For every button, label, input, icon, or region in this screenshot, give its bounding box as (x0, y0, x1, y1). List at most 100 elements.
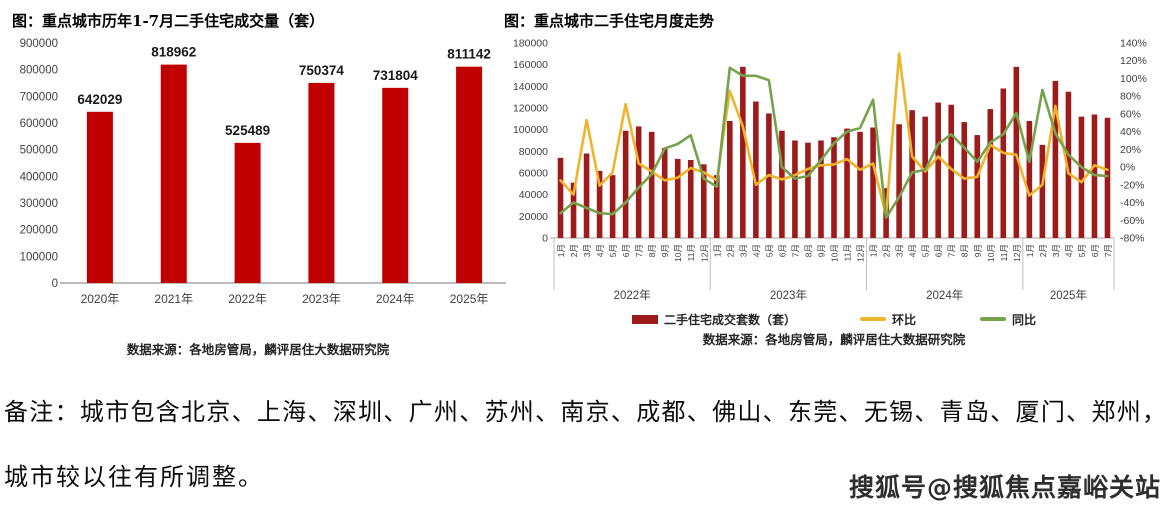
legend-label-mom: 环比 (891, 312, 916, 327)
svg-text:5月: 5月 (608, 244, 618, 257)
svg-text:2024年: 2024年 (926, 288, 963, 302)
right-chart-plot: 0 20000 40000 60000 80000 100000 120000 140000 1… (513, 38, 1147, 303)
left-chart-title: 图：重点城市历年1-7月二手住宅成交量（套） (12, 12, 325, 30)
svg-text:800000: 800000 (20, 65, 58, 77)
svg-text:3月: 3月 (582, 244, 592, 257)
svg-text:80%: 80% (1120, 91, 1141, 103)
svg-text:642029: 642029 (77, 92, 122, 107)
right-chart-legend: 二手住宅成交套数（套） 环比 同比 (500, 311, 1168, 327)
svg-text:-60%: -60% (1120, 215, 1145, 227)
svg-text:9月: 9月 (816, 244, 826, 257)
svg-text:300000: 300000 (20, 198, 58, 210)
svg-text:1月: 1月 (869, 244, 879, 257)
svg-text:750374: 750374 (299, 63, 345, 78)
legend-label-bars: 二手住宅成交套数（套） (663, 312, 796, 327)
watermark: 搜狐号@搜狐焦点嘉峪关站 (848, 473, 1161, 502)
yoy-line-swatch (980, 317, 1006, 321)
svg-text:9月: 9月 (660, 244, 670, 257)
svg-text:500000: 500000 (20, 145, 58, 157)
svg-text:4月: 4月 (595, 244, 605, 257)
svg-text:12月: 12月 (699, 244, 709, 262)
svg-text:6月: 6月 (621, 244, 631, 257)
svg-text:100000: 100000 (20, 251, 58, 263)
svg-text:1月: 1月 (1025, 244, 1035, 257)
monthly-combo-chart: 图：重点城市二手住宅月度走势 0 20000 40000 60000 80000 1000… (500, 6, 1168, 348)
right-chart-source: 数据来源：各地房管局，麟评居住大数据研究院 (702, 332, 966, 347)
svg-text:525489: 525489 (225, 123, 270, 138)
svg-text:5月: 5月 (1077, 244, 1087, 257)
svg-text:2022年: 2022年 (228, 292, 267, 306)
svg-text:5月: 5月 (921, 244, 931, 257)
svg-text:10月: 10月 (986, 244, 996, 262)
svg-text:11月: 11月 (686, 244, 696, 261)
svg-text:9月: 9月 (973, 244, 983, 257)
svg-text:7月: 7月 (790, 244, 800, 257)
footnote: 备注：城市包含北京、上海、深圳、广州、苏州、南京、成都、佛山、东莞、无锡、青岛、… (4, 392, 1167, 492)
svg-text:20000: 20000 (519, 211, 548, 223)
svg-text:8月: 8月 (647, 244, 657, 257)
svg-text:7月: 7月 (1103, 244, 1113, 257)
svg-text:12月: 12月 (1012, 244, 1022, 262)
legend-item-mom: 环比 (859, 311, 916, 328)
svg-text:2023年: 2023年 (770, 288, 807, 302)
svg-text:80000: 80000 (519, 146, 548, 158)
svg-text:2月: 2月 (569, 244, 579, 257)
svg-text:6月: 6月 (1090, 244, 1100, 257)
svg-text:2023年: 2023年 (302, 292, 341, 306)
bar-series-swatch (631, 314, 658, 324)
svg-text:10月: 10月 (673, 244, 683, 262)
svg-text:731804: 731804 (373, 68, 419, 83)
svg-text:1月: 1月 (712, 244, 722, 257)
footnote-line1: 备注：城市包含北京、上海、深圳、广州、苏州、南京、成都、佛山、东莞、无锡、青岛、… (4, 398, 1167, 426)
svg-text:180000: 180000 (513, 38, 548, 50)
svg-text:40%: 40% (1120, 126, 1141, 138)
svg-text:4月: 4月 (751, 244, 761, 257)
svg-text:160000: 160000 (513, 59, 548, 71)
svg-text:3月: 3月 (738, 244, 748, 257)
svg-text:60%: 60% (1120, 108, 1141, 120)
svg-text:120000: 120000 (513, 103, 548, 115)
svg-text:20%: 20% (1120, 144, 1141, 156)
svg-text:140000: 140000 (513, 81, 548, 93)
svg-text:2021年: 2021年 (154, 292, 193, 306)
legend-item-yoy: 同比 (980, 311, 1036, 328)
svg-text:100%: 100% (1120, 73, 1147, 85)
svg-text:700000: 700000 (20, 91, 58, 103)
svg-text:2025年: 2025年 (1050, 288, 1087, 302)
svg-text:0%: 0% (1120, 162, 1135, 174)
svg-text:600000: 600000 (20, 118, 58, 130)
footnote-line2: 城市较以往有所调整。 (4, 463, 264, 491)
svg-text:2025年: 2025年 (450, 292, 489, 306)
svg-text:200000: 200000 (20, 225, 58, 237)
right-chart-title: 图：重点城市二手住宅月度走势 (504, 12, 715, 30)
yearly-bar-chart: 图：重点城市历年1-7月二手住宅成交量（套） 0 100000 200000 3000… (8, 6, 508, 358)
svg-text:6月: 6月 (934, 244, 944, 257)
legend-item-bars: 二手住宅成交套数（套） (631, 311, 796, 328)
svg-text:7月: 7月 (947, 244, 957, 257)
svg-text:6月: 6月 (777, 244, 787, 257)
svg-text:120%: 120% (1120, 55, 1147, 67)
svg-text:818962: 818962 (151, 45, 196, 60)
svg-text:3月: 3月 (895, 244, 905, 257)
svg-text:8月: 8月 (803, 244, 813, 257)
svg-text:40000: 40000 (519, 189, 548, 201)
svg-text:8月: 8月 (960, 244, 970, 257)
svg-text:2020年: 2020年 (81, 292, 120, 306)
svg-text:3月: 3月 (1051, 244, 1061, 257)
svg-text:900000: 900000 (20, 38, 58, 50)
svg-text:0: 0 (542, 233, 548, 245)
svg-text:-40%: -40% (1120, 197, 1145, 209)
svg-text:140%: 140% (1120, 38, 1147, 50)
svg-text:100000: 100000 (513, 124, 548, 136)
svg-text:4月: 4月 (908, 244, 918, 257)
mom-line-swatch (859, 317, 886, 321)
svg-text:7月: 7月 (634, 244, 644, 257)
svg-text:11月: 11月 (843, 244, 853, 261)
svg-text:12月: 12月 (856, 244, 866, 262)
svg-text:1月: 1月 (556, 244, 566, 257)
svg-text:60000: 60000 (519, 168, 548, 180)
left-chart-plot: 0 100000 200000 300000 400000 500000 600000 700… (20, 38, 506, 306)
svg-text:0: 0 (52, 278, 58, 290)
svg-text:4月: 4月 (1064, 244, 1074, 257)
